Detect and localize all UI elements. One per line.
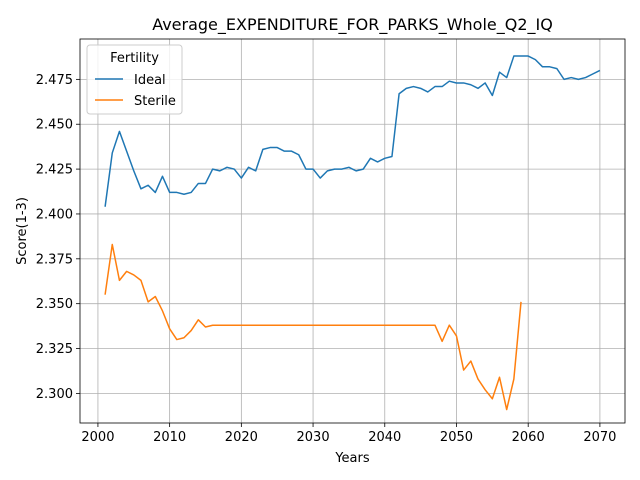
series-line-sterile — [104, 243, 522, 411]
series-layer — [104, 55, 601, 411]
x-tick-label: 2020 — [225, 430, 258, 445]
legend-title: Fertility — [110, 51, 159, 66]
x-tick-label: 2040 — [368, 430, 401, 445]
x-tick-label: 2030 — [297, 430, 330, 445]
x-tick-label: 2070 — [583, 430, 616, 445]
x-tick-label: 2010 — [153, 430, 186, 445]
y-tick-label: 2.300 — [36, 387, 73, 402]
plot-frame — [79, 38, 626, 424]
legend-items: Ideal Sterile — [95, 73, 176, 109]
y-tick-label: 2.400 — [36, 207, 73, 222]
legend-label-ideal: Ideal — [134, 73, 166, 88]
y-tick-label: 2.325 — [36, 342, 73, 357]
y-tick-label: 2.375 — [36, 252, 73, 267]
series-line-ideal — [104, 55, 601, 207]
y-tick-label: 2.350 — [36, 297, 73, 312]
legend-label-sterile: Sterile — [134, 94, 176, 109]
x-axis-label: Years — [334, 451, 370, 466]
legend-box — [86, 44, 183, 115]
y-tick-label: 2.450 — [36, 118, 73, 133]
x-tick-label: 2060 — [512, 430, 545, 445]
chart-title: Average_EXPENDITURE_FOR_PARKS_Whole_Q2_I… — [152, 15, 553, 35]
y-tick-label: 2.475 — [36, 73, 73, 88]
y-axis-label: Score(1-3) — [15, 197, 30, 265]
legend: Fertility Ideal Sterile — [86, 44, 183, 115]
y-tick-label: 2.425 — [36, 163, 73, 178]
x-tick-label: 2050 — [440, 430, 473, 445]
ticks: 2000 2010 2020 2030 2040 2050 2060 2070 2.300 2.3… — [36, 73, 617, 445]
x-tick-label: 2000 — [81, 430, 114, 445]
